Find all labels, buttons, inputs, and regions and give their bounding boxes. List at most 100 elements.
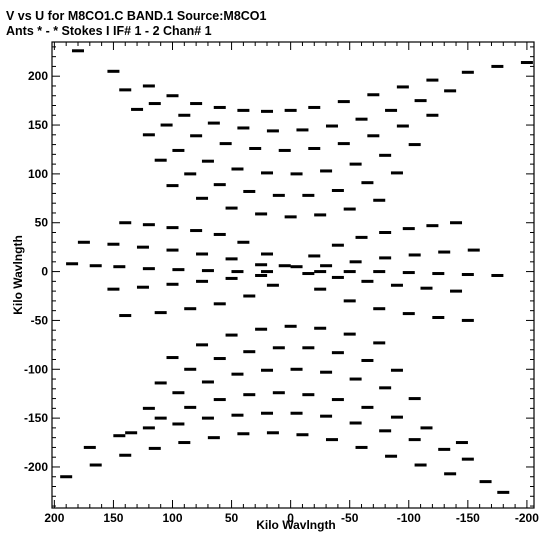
uv-point [461, 273, 474, 277]
uv-point [148, 102, 161, 106]
uv-point [249, 146, 262, 150]
uv-point [184, 172, 197, 176]
uv-point [432, 315, 445, 319]
uv-point [255, 263, 268, 267]
uv-point [190, 134, 203, 138]
chart-title-line-2: Ants * - * Stokes I IF# 1 - 2 Chan# 1 [6, 24, 212, 38]
uv-point [136, 285, 149, 289]
uv-point [302, 393, 315, 397]
uv-point [166, 248, 179, 252]
uv-point [426, 224, 439, 228]
uv-point [172, 422, 185, 426]
uv-point [243, 393, 256, 397]
uv-point [154, 381, 167, 385]
uv-point [107, 287, 120, 291]
uv-point [320, 414, 333, 418]
uv-point [196, 279, 209, 283]
uv-point [331, 351, 344, 355]
uv-point [113, 434, 126, 438]
uv-point [426, 113, 439, 117]
uv-point [237, 432, 250, 436]
uv-point [213, 302, 226, 306]
uv-point [266, 129, 279, 133]
uv-point [213, 357, 226, 361]
uv-point [231, 270, 244, 274]
uv-point [172, 268, 185, 272]
uv-point [284, 324, 297, 328]
uv-point [444, 472, 457, 476]
uv-point [314, 213, 327, 217]
uv-point [107, 69, 120, 73]
uv-point [290, 265, 303, 269]
uv-point [408, 253, 421, 257]
axis-ticks [52, 42, 534, 508]
uv-point [402, 227, 415, 231]
uv-point [278, 148, 291, 152]
uv-point [201, 159, 214, 163]
uv-point [320, 169, 333, 173]
uv-point [414, 99, 427, 103]
uv-point [272, 346, 285, 350]
uv-point [367, 93, 380, 97]
uv-point [255, 212, 268, 216]
x-tick-label: 0 [287, 511, 294, 525]
uv-point [290, 367, 303, 371]
uv-point [154, 416, 167, 420]
uv-point [390, 283, 403, 287]
uv-point [385, 108, 398, 112]
x-tick-label: -50 [341, 511, 359, 525]
uv-point [331, 243, 344, 247]
uv-point [237, 126, 250, 130]
uv-point [119, 314, 132, 318]
uv-point [166, 94, 179, 98]
uv-point [261, 109, 274, 113]
uv-point [325, 438, 338, 442]
uv-point [461, 457, 474, 461]
x-axis-label: Kilo Wavlngth [256, 518, 336, 532]
uv-point [148, 446, 161, 450]
uv-point [154, 158, 167, 162]
uv-point [520, 61, 533, 65]
uv-point [420, 426, 433, 430]
uv-point [320, 370, 333, 374]
uv-point [361, 181, 374, 185]
uv-point [491, 273, 504, 277]
uv-point [231, 372, 244, 376]
uv-point [450, 221, 463, 225]
uv-point [438, 447, 451, 451]
uv-point [207, 436, 220, 440]
uv-point [278, 264, 291, 268]
uv-point [261, 252, 274, 256]
y-tick-label: 0 [41, 265, 48, 279]
uv-point [83, 445, 96, 449]
uv-point [408, 143, 421, 147]
uv-point [420, 286, 433, 290]
uv-point [379, 256, 392, 260]
uv-point [243, 189, 256, 193]
uv-point [142, 406, 155, 410]
uv-point [361, 279, 374, 283]
uv-point [142, 267, 155, 271]
uv-point [491, 64, 504, 68]
uv-point [355, 445, 368, 449]
uv-point [131, 107, 144, 111]
uv-point [385, 454, 398, 458]
uv-point [373, 270, 386, 274]
y-tick-label: 150 [28, 118, 48, 132]
uv-point [225, 257, 238, 261]
uv-point [373, 198, 386, 202]
uv-point [261, 270, 274, 274]
uv-point [461, 70, 474, 74]
uv-point [184, 367, 197, 371]
uv-point [284, 215, 297, 219]
uv-point [142, 133, 155, 137]
uv-point [243, 294, 256, 298]
uv-point [196, 252, 209, 256]
uv-point [390, 415, 403, 419]
uv-point [89, 463, 102, 467]
uv-point [166, 356, 179, 360]
uv-point [196, 196, 209, 200]
uv-point [219, 142, 232, 146]
